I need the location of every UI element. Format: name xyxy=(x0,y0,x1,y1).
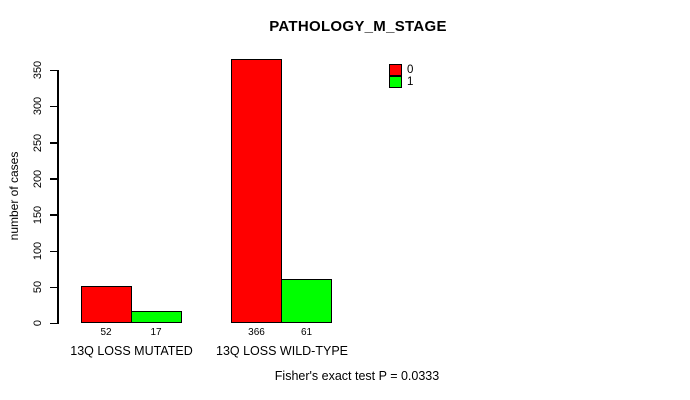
bar-series-0-group-0 xyxy=(80,285,132,324)
legend-swatch-icon xyxy=(389,76,402,88)
y-tick xyxy=(50,69,57,72)
legend-label: 0 xyxy=(407,64,414,76)
bar-series-0-group-1 xyxy=(231,58,282,324)
bar-series-1-group-0 xyxy=(130,311,182,324)
y-tick xyxy=(50,178,57,180)
legend-swatch-icon xyxy=(389,64,402,76)
legend-row: 0 xyxy=(389,64,413,76)
y-tick xyxy=(50,322,57,325)
bar-value-label: 61 xyxy=(300,327,313,339)
y-tick-label: 100 xyxy=(32,241,44,261)
y-tick-label: 250 xyxy=(32,133,44,152)
y-tick xyxy=(50,142,57,144)
bar-value-label: 52 xyxy=(100,327,112,339)
y-tick xyxy=(50,105,57,108)
y-tick xyxy=(50,214,57,216)
legend-label: 1 xyxy=(407,76,414,88)
category-label: 13Q LOSS WILD-TYPE xyxy=(216,344,348,358)
y-tick-label: 50 xyxy=(32,281,44,294)
bar-value-label: 366 xyxy=(248,327,265,339)
y-axis-line xyxy=(57,70,59,325)
bar-series-1-group-1 xyxy=(281,279,332,324)
y-axis-label: number of cases xyxy=(7,151,21,241)
annotation-text: Fisher's exact test P = 0.0333 xyxy=(274,369,440,383)
y-tick xyxy=(50,250,57,252)
chart-title: PATHOLOGY_M_STAGE xyxy=(269,18,447,35)
y-tick xyxy=(50,286,57,289)
y-tick-label: 200 xyxy=(32,169,44,188)
y-tick-label: 350 xyxy=(32,61,44,80)
y-tick-label: 300 xyxy=(32,97,44,116)
legend-row: 1 xyxy=(389,76,413,88)
y-tick-label: 150 xyxy=(32,205,44,225)
category-label: 13Q LOSS MUTATED xyxy=(70,344,193,358)
bar-value-label: 17 xyxy=(150,327,162,339)
y-tick-label: 0 xyxy=(32,320,44,327)
